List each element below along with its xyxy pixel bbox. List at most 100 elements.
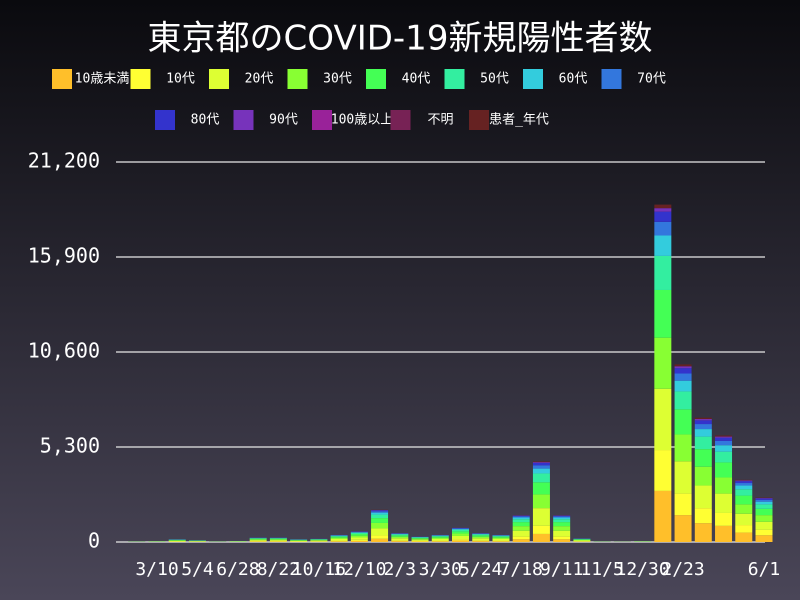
bar-segment [694,508,712,524]
legend-swatch [287,69,308,89]
y-tick-label: 10,600 [28,339,100,363]
bar-segment [452,539,469,541]
bar-segment [755,504,773,509]
bar-segment [512,522,530,527]
legend-label: 10歳未満 [75,72,130,87]
bar-segment [755,535,773,542]
legend-label: 30代 [323,72,352,87]
bar-segment [674,461,692,494]
bar-segment [472,534,490,536]
bar-segment [755,508,773,516]
legend-swatch [523,69,543,89]
bar-segment [755,501,773,505]
legend-swatch [390,110,411,130]
bar-segment [411,538,429,539]
bar-segment [472,540,490,542]
x-tick-label: 2/23 [661,559,704,580]
bar-segment [674,434,692,462]
bar-segment [391,540,409,542]
bar-segment [472,538,490,541]
bar-segment [350,540,368,542]
legend-label: 10代 [166,72,195,87]
bar-segment [532,525,550,534]
legend-swatch [601,69,622,89]
bar-segment [391,541,409,542]
legend-label: 患者_年代 [489,113,549,128]
bar-segment [694,417,712,419]
legend-label: 20代 [245,72,274,87]
x-tick-label: 3/30 [419,559,462,580]
bar-segment [715,525,733,542]
bar-segment [310,540,328,542]
bar-segment [694,420,712,425]
bar-segment [330,537,348,539]
bar-segment [735,485,753,490]
legend-label: 50代 [480,72,509,87]
bar-segment [553,530,571,537]
bar-segment [310,540,328,541]
bar-segment [674,364,692,367]
bar-segment [391,538,409,541]
x-tick-label: 7/18 [500,559,543,580]
bar-segment [654,490,672,542]
legend-label: 100歳以上 [331,113,393,128]
bar-segment [715,445,733,452]
x-tick-label: 11/5 [580,559,623,580]
bar-segment [532,508,550,526]
bar-segment [532,465,550,469]
bar-segment [654,235,672,256]
bar-segment [735,495,753,505]
y-tick-label: 0 [88,529,100,553]
bar-segment [411,537,429,539]
bar-segment [371,528,389,536]
bar-segment [350,532,368,533]
bar-segment [249,538,267,539]
bar-segment [694,485,712,509]
bar-segment [654,337,672,389]
chart-title: 東京都のCOVID-19新規陽性者数 [148,19,653,59]
bar-segment [492,535,510,537]
bar-segment [391,534,409,536]
bar-segment [492,536,510,538]
bar-segment [654,255,672,290]
bar-segment [512,519,530,523]
bar-segment [330,538,348,541]
bar-segment [694,436,712,450]
bar-segment [573,540,591,542]
bar-segment [654,211,672,222]
legend-label: 60代 [559,72,588,87]
x-tick-label: 10/16 [292,559,346,580]
bar-segment [553,522,571,527]
bar-segment [715,437,733,441]
legend-label: 不明 [427,113,453,128]
x-tick-label: 5/4 [181,559,214,580]
x-tick-label: 5/24 [459,559,502,580]
bar-segment [735,513,753,526]
y-tick-label: 15,900 [28,244,100,268]
bar-segment [431,538,449,541]
legend-label: 40代 [402,72,431,87]
bar-segment [391,535,409,537]
bar-segment [735,481,753,484]
x-tick-label: 8/22 [257,559,300,580]
bar-segment [553,526,571,531]
bar-segment [755,515,773,522]
bar-segment [755,499,773,502]
bar-segment [674,515,692,542]
bar-segment [674,366,692,369]
bar-segment [269,538,287,540]
bar-segment [431,537,449,539]
bar-segment [694,466,712,486]
y-tick-label: 5,300 [40,434,100,458]
bar-segment [573,539,591,540]
bar-segment [472,535,490,537]
bar-segment [532,533,550,542]
legend-swatch [233,110,254,130]
x-tick-label: 2/3 [384,559,417,580]
bar-segment [431,536,449,538]
bar-segment [654,221,672,236]
bar-segment [553,516,571,518]
legend-swatch [312,110,332,130]
bar-segment [371,512,389,515]
